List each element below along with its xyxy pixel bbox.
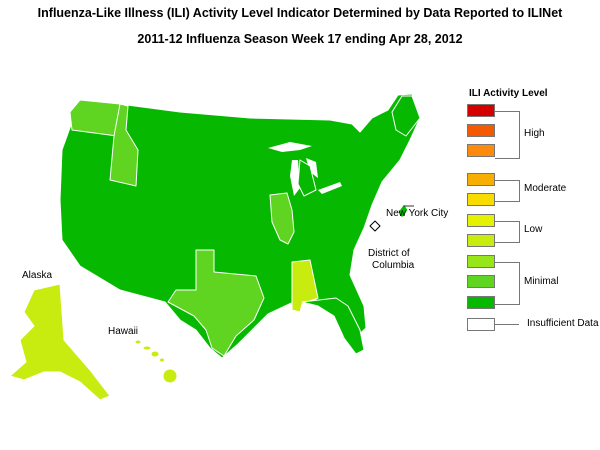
state-alabama [291,259,319,313]
state-illinois [269,192,295,245]
lake-superior [268,142,312,152]
nyc-label: New York City [386,208,448,219]
state-region-base [59,93,421,359]
state-texas [167,249,265,357]
nyc-marker [397,203,409,219]
alaska-label: Alaska [22,270,52,281]
dc-label-line1: District of [368,248,410,259]
state-maine [391,95,421,137]
dc-marker [369,220,381,232]
hawaii-label: Hawaii [108,326,138,337]
state-alaska [9,283,111,401]
state-hawaii [134,339,178,384]
dc-label-line2: Columbia [372,260,415,271]
lake-erie [318,182,342,194]
state-idaho [109,103,139,187]
map-subtitle: 2011-12 Influenza Season Week 17 ending … [137,32,463,46]
state-michigan [297,159,317,197]
state-washington [69,99,121,137]
lake-michigan [290,160,300,196]
lake-huron [306,158,318,178]
map-title: Influenza-Like Illness (ILI) Activity Le… [37,6,563,20]
state-florida [301,297,365,355]
